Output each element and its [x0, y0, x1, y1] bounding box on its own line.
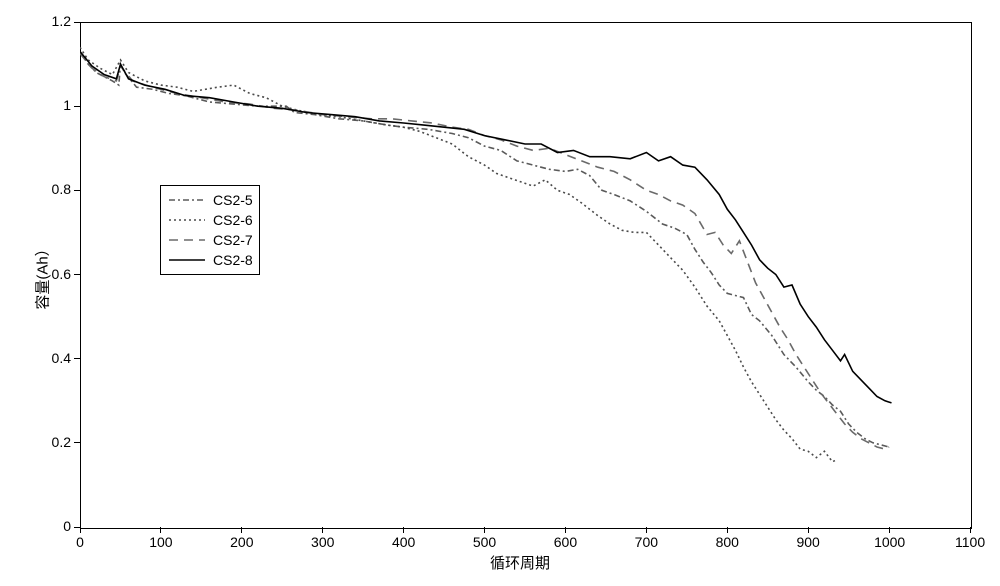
x-tick-label: 300 — [308, 534, 338, 550]
y-tick-label: 1 — [63, 97, 71, 113]
legend-label: CS2-6 — [213, 212, 253, 228]
y-tick — [74, 358, 80, 359]
legend-item: CS2-7 — [167, 230, 253, 250]
plot-svg — [10, 10, 990, 576]
x-tick-label: 900 — [793, 534, 823, 550]
x-tick-label: 400 — [389, 534, 419, 550]
y-tick — [74, 442, 80, 443]
x-tick — [808, 527, 809, 533]
legend-item: CS2-5 — [167, 190, 253, 210]
x-tick — [322, 527, 323, 533]
x-tick — [484, 527, 485, 533]
x-axis-label: 循环周期 — [490, 552, 550, 573]
y-tick-label: 0.8 — [52, 181, 71, 197]
y-tick — [74, 527, 80, 528]
legend-swatch — [167, 190, 207, 210]
legend-swatch — [167, 230, 207, 250]
x-tick — [241, 527, 242, 533]
y-tick-label: 1.2 — [52, 13, 71, 29]
legend-label: CS2-8 — [213, 252, 253, 268]
y-tick-label: 0.2 — [52, 434, 71, 450]
x-tick — [970, 527, 971, 533]
legend-swatch — [167, 250, 207, 270]
x-tick-label: 800 — [712, 534, 742, 550]
x-tick-label: 100 — [146, 534, 176, 550]
legend-label: CS2-7 — [213, 232, 253, 248]
y-tick — [74, 274, 80, 275]
y-tick — [74, 22, 80, 23]
y-tick-label: 0.4 — [52, 350, 71, 366]
x-tick-label: 1100 — [955, 534, 985, 550]
x-tick — [160, 527, 161, 533]
x-tick — [80, 527, 81, 533]
x-tick-label: 500 — [470, 534, 500, 550]
x-tick — [889, 527, 890, 533]
legend-item: CS2-8 — [167, 250, 253, 270]
y-tick-label: 0.6 — [52, 266, 71, 282]
x-tick — [565, 527, 566, 533]
x-tick-label: 200 — [227, 534, 257, 550]
x-tick-label: 1000 — [874, 534, 904, 550]
x-tick — [646, 527, 647, 533]
x-tick-label: 600 — [550, 534, 580, 550]
x-tick-label: 0 — [65, 534, 95, 550]
legend-swatch — [167, 210, 207, 230]
y-tick — [74, 190, 80, 191]
x-tick — [403, 527, 404, 533]
chart-container: 0 100 200 300 400 500 600 700 800 900 1000 1100 0 0.2… — [10, 10, 990, 576]
y-tick-label: 0 — [63, 518, 71, 534]
legend-item: CS2-6 — [167, 210, 253, 230]
y-tick — [74, 106, 80, 107]
x-tick — [727, 527, 728, 533]
legend-label: CS2-5 — [213, 192, 253, 208]
x-tick-label: 700 — [631, 534, 661, 550]
legend: CS2-5 CS2-6 CS2-7 CS2-8 — [160, 185, 260, 275]
y-axis-label: 容量(Ah） — [32, 241, 53, 309]
